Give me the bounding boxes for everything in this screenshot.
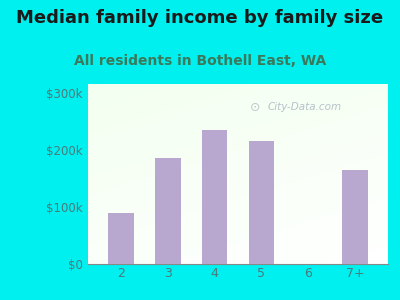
Bar [155,158,180,264]
Text: City-Data.com: City-Data.com [268,102,342,112]
Text: All residents in Bothell East, WA: All residents in Bothell East, WA [74,54,326,68]
Bar [248,141,274,264]
Bar [342,170,368,264]
Text: ⊙: ⊙ [250,101,260,114]
Bar [108,213,134,264]
Text: Median family income by family size: Median family income by family size [16,9,384,27]
Bar [202,130,228,264]
